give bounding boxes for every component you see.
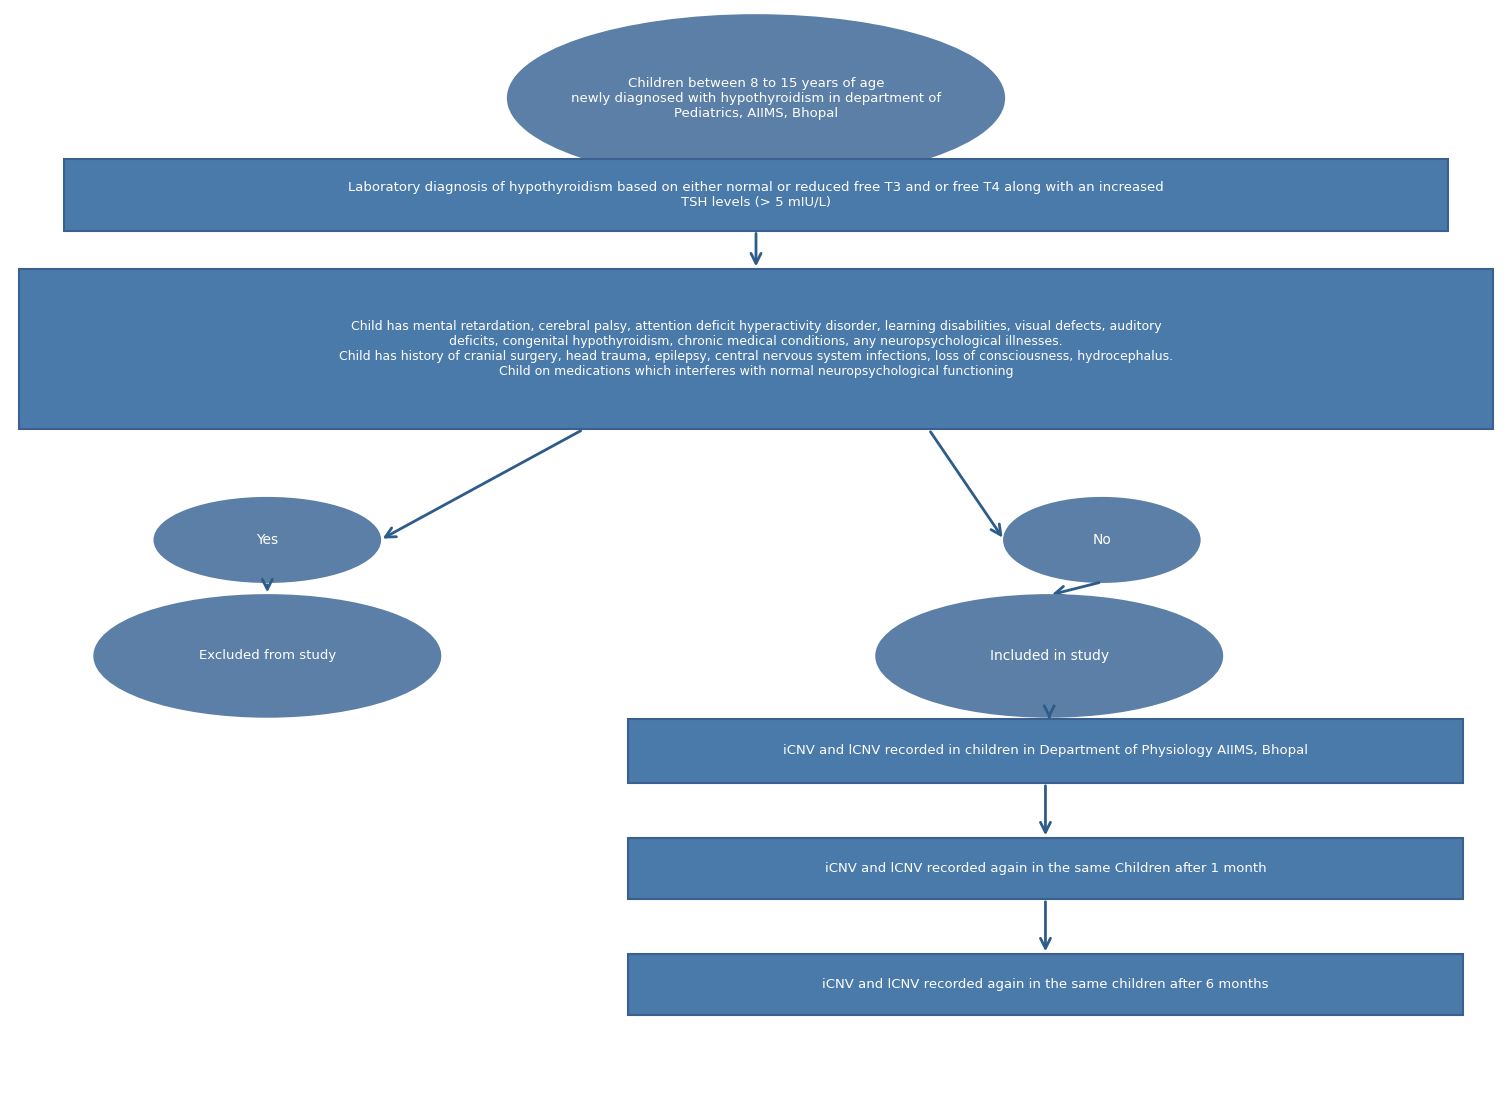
FancyBboxPatch shape bbox=[65, 159, 1447, 230]
Ellipse shape bbox=[877, 595, 1222, 717]
Text: iCNV and lCNV recorded again in the same children after 6 months: iCNV and lCNV recorded again in the same… bbox=[823, 978, 1269, 991]
Text: No: No bbox=[1092, 533, 1111, 546]
Ellipse shape bbox=[508, 16, 1004, 181]
Text: iCNV and lCNV recorded again in the same Children after 1 month: iCNV and lCNV recorded again in the same… bbox=[824, 863, 1266, 875]
FancyBboxPatch shape bbox=[627, 954, 1462, 1015]
Text: Laboratory diagnosis of hypothyroidism based on either normal or reduced free T3: Laboratory diagnosis of hypothyroidism b… bbox=[348, 180, 1164, 209]
Ellipse shape bbox=[94, 595, 440, 717]
Text: iCNV and lCNV recorded in children in Department of Physiology AIIMS, Bhopal: iCNV and lCNV recorded in children in De… bbox=[783, 745, 1308, 758]
Text: Yes: Yes bbox=[256, 533, 278, 546]
Text: Child has mental retardation, cerebral palsy, attention deficit hyperactivity di: Child has mental retardation, cerebral p… bbox=[339, 321, 1173, 378]
Text: Included in study: Included in study bbox=[990, 649, 1108, 663]
FancyBboxPatch shape bbox=[627, 838, 1462, 899]
Ellipse shape bbox=[154, 498, 380, 582]
FancyBboxPatch shape bbox=[20, 269, 1492, 430]
FancyBboxPatch shape bbox=[627, 719, 1462, 782]
Text: Children between 8 to 15 years of age
newly diagnosed with hypothyroidism in dep: Children between 8 to 15 years of age ne… bbox=[572, 77, 940, 119]
Ellipse shape bbox=[1004, 498, 1199, 582]
Text: Excluded from study: Excluded from study bbox=[198, 649, 336, 662]
